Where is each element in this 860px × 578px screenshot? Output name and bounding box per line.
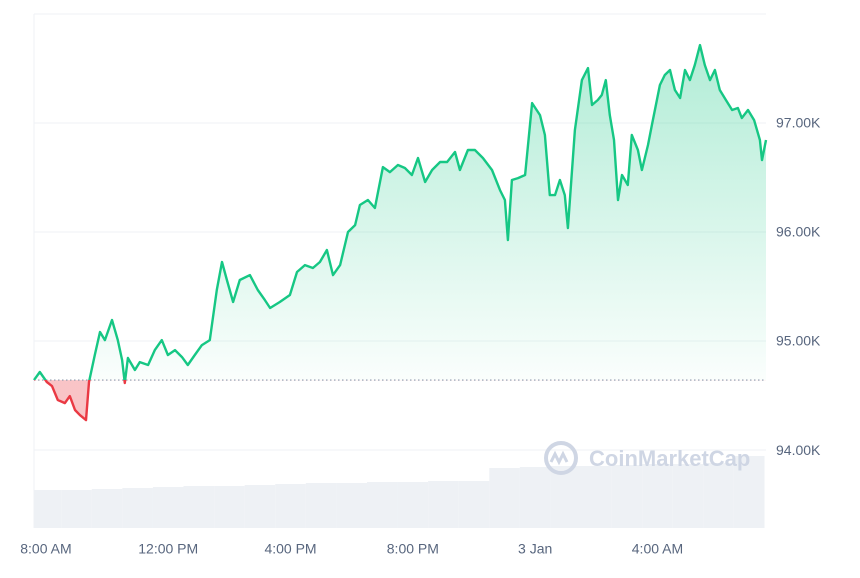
watermark: CoinMarketCap <box>544 441 750 475</box>
x-tick-label: 8:00 AM <box>20 541 71 557</box>
volume-bar <box>428 481 459 528</box>
volume-bar <box>366 482 398 528</box>
volume-bar <box>519 467 551 528</box>
watermark-logo-mark <box>549 450 569 466</box>
x-tick-label: 8:00 PM <box>387 541 439 557</box>
x-tick-label: 4:00 PM <box>264 541 316 557</box>
data-layer <box>33 43 768 422</box>
y-tick-label: 96.00K <box>776 224 821 240</box>
watermark-logo <box>544 441 578 475</box>
volume-bar <box>34 490 62 528</box>
volume-bar <box>397 482 429 528</box>
y-tick-label: 97.00K <box>776 115 821 131</box>
volume-bar <box>152 487 184 528</box>
y-tick-label: 94.00K <box>776 442 821 458</box>
volume-bar <box>550 466 582 528</box>
area <box>34 45 766 421</box>
volume-bar <box>642 464 673 528</box>
volume-bar <box>611 465 643 528</box>
x-tick-label: 12:00 PM <box>138 541 198 557</box>
volume-bar <box>275 484 306 528</box>
y-tick-label: 95.00K <box>776 333 821 349</box>
watermark-text: CoinMarketCap <box>589 446 750 471</box>
volume-bar <box>244 485 276 528</box>
volume-bar <box>489 468 520 528</box>
x-tick-label: 3 Jan <box>518 541 552 557</box>
volume-bar <box>305 483 337 528</box>
volume-bar <box>214 486 245 528</box>
volume-layer <box>34 456 765 528</box>
volume-bar <box>581 466 612 528</box>
volume-bar <box>703 463 734 528</box>
volume-bar <box>122 488 153 528</box>
volume-bar <box>733 456 765 528</box>
tick-layer: 94.00K 95.00K 96.00K 97.00K 8:00 AM 12:00 PM 4… <box>20 115 821 557</box>
volume-bar <box>336 483 367 528</box>
price-line <box>33 43 768 422</box>
volume-bar <box>672 464 704 528</box>
volume-bar <box>61 490 92 528</box>
volume-bar <box>183 486 215 528</box>
volume-bar <box>458 481 490 528</box>
x-tick-label: 4:00 AM <box>632 541 683 557</box>
volume-bar <box>91 489 123 528</box>
